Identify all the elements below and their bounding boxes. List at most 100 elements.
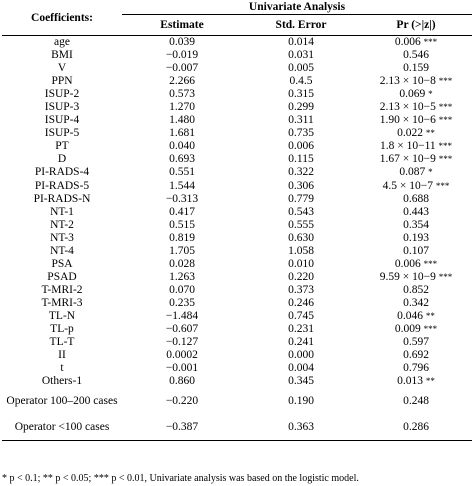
coefficient-name: Others-1 bbox=[41, 375, 83, 388]
coefficient-name: TL-T bbox=[49, 336, 75, 349]
estimate-value: −0.001 bbox=[165, 362, 199, 375]
estimate-value: 0.039 bbox=[169, 36, 195, 49]
table-row: T-MRI-2 0.070 0.373 0.852 bbox=[2, 284, 472, 297]
significance-stars: *** bbox=[438, 115, 453, 126]
univariate-analysis-table: Coefficients: Univariate Analysis Estima… bbox=[2, 0, 473, 442]
coefficient-name: ISUP-2 bbox=[44, 88, 80, 101]
p-value-cell: 0.342 bbox=[360, 297, 472, 310]
coefficient-name: Operator <100 cases bbox=[2, 414, 122, 442]
p-value: 0.354 bbox=[403, 218, 429, 231]
estimate-value: −0.127 bbox=[165, 336, 199, 349]
std-error-value: 0.311 bbox=[288, 114, 314, 127]
table-row: TL-T −0.127 0.241 0.597 bbox=[2, 336, 472, 349]
table-row: age 0.039 0.014 0.006 *** bbox=[2, 36, 472, 50]
estimate-value: −1.484 bbox=[165, 310, 199, 322]
significance-stars: ** bbox=[425, 311, 435, 321]
table-row: II 0.0002 0.000 0.692 bbox=[2, 349, 472, 362]
estimate-value: 0.040 bbox=[169, 140, 195, 153]
significance-stars: *** bbox=[438, 154, 453, 165]
p-value-cell: 2.13 × 10−8 *** bbox=[360, 75, 472, 88]
p-value-cell: 0.159 bbox=[360, 62, 472, 75]
p-value-cell: 0.013 ** bbox=[360, 375, 472, 388]
estimate-value: 0.417 bbox=[169, 205, 195, 218]
table-row: NT-3 0.819 0.630 0.193 bbox=[2, 232, 472, 245]
coefficient-name: Operator 100–200 cases bbox=[6, 394, 118, 407]
estimate-value: 0.515 bbox=[169, 218, 195, 231]
estimate-header: Estimate bbox=[122, 14, 242, 36]
p-value: 1.67 × 10−9 bbox=[379, 153, 436, 166]
table-row: t −0.001 0.004 0.796 bbox=[2, 362, 472, 375]
coefficient-name: PI-RADS-4 bbox=[34, 166, 90, 179]
p-value-cell: 0.354 bbox=[360, 219, 472, 232]
table-row: TL-p −0.607 0.231 0.009 *** bbox=[2, 323, 472, 336]
estimate-value: −0.607 bbox=[165, 323, 199, 336]
p-value-cell: 0.087 * bbox=[360, 166, 472, 179]
coefficient-name: age bbox=[54, 36, 70, 49]
estimate-value: −0.019 bbox=[165, 49, 199, 62]
p-value: 0.087 bbox=[399, 166, 426, 179]
estimate-value: 0.819 bbox=[169, 231, 195, 244]
p-value: 0.107 bbox=[403, 244, 429, 257]
table-row: NT-1 0.417 0.543 0.443 bbox=[2, 206, 472, 219]
table-row: PI-RADS-N −0.313 0.779 0.688 bbox=[2, 193, 472, 206]
coefficient-name: ISUP-4 bbox=[44, 114, 80, 127]
coefficient-name: II bbox=[58, 349, 66, 362]
std-error-value: 0.006 bbox=[288, 140, 314, 153]
std-error-value: 0.031 bbox=[288, 49, 314, 62]
std-error-value: 0.000 bbox=[288, 349, 314, 362]
p-value-cell: 0.443 bbox=[360, 206, 472, 219]
p-value: 0.069 bbox=[399, 88, 426, 101]
table-row: T-MRI-3 0.235 0.246 0.342 bbox=[2, 297, 472, 310]
estimate-value: 2.266 bbox=[169, 75, 195, 88]
estimate-value: 1.681 bbox=[169, 127, 195, 140]
p-value: 0.342 bbox=[403, 296, 429, 309]
estimate-value: −0.313 bbox=[165, 192, 199, 205]
significance-stars: ** bbox=[425, 376, 435, 387]
p-value: 0.597 bbox=[403, 336, 429, 349]
table-row: Operator 100–200 cases −0.220 0.190 0.248 bbox=[2, 388, 472, 414]
std-error-value: 0.373 bbox=[288, 283, 314, 296]
table-row: ISUP-3 1.270 0.299 2.13 × 10−5 *** bbox=[2, 101, 472, 114]
coefficients-header: Coefficients: bbox=[2, 0, 122, 36]
estimate-value: 1.270 bbox=[169, 101, 195, 114]
p-value-cell: 0.688 bbox=[360, 193, 472, 206]
std-error-value: 0.543 bbox=[288, 205, 314, 218]
coefficient-name: TL-p bbox=[50, 323, 74, 336]
p-value-cell: 0.107 bbox=[360, 245, 472, 258]
table-row: ISUP-2 0.573 0.315 0.069 * bbox=[2, 88, 472, 101]
std-error-value: 0.241 bbox=[288, 336, 314, 349]
coefficient-name: V bbox=[57, 62, 67, 75]
estimate-value: 0.693 bbox=[169, 153, 195, 166]
coefficient-name: NT-1 bbox=[50, 205, 74, 218]
std-error-value: 0.630 bbox=[288, 231, 314, 244]
significance-stars: *** bbox=[423, 324, 438, 335]
estimate-value: 1.544 bbox=[169, 179, 195, 192]
std-error-value: 0.005 bbox=[288, 62, 314, 75]
table-row: ISUP-4 1.480 0.311 1.90 × 10−6 *** bbox=[2, 114, 472, 127]
p-value: 0.852 bbox=[403, 283, 429, 296]
std-error-value: 0.315 bbox=[288, 88, 314, 101]
p-value-header: Pr (>|z|) bbox=[360, 14, 473, 36]
estimate-value: 0.235 bbox=[169, 296, 195, 309]
coefficient-name: NT-3 bbox=[50, 231, 74, 244]
coefficient-name: ISUP-3 bbox=[44, 101, 80, 114]
p-value-cell: 0.069 * bbox=[360, 88, 472, 101]
std-error-header: Std. Error bbox=[242, 14, 360, 36]
coefficient-name: PPN bbox=[51, 75, 73, 88]
estimate-value: −0.007 bbox=[165, 62, 199, 75]
univariate-analysis-header: Univariate Analysis bbox=[122, 0, 473, 15]
coefficient-name: PSAD bbox=[47, 270, 77, 283]
significance-stars: *** bbox=[423, 258, 438, 269]
p-value-cell: 0.009 *** bbox=[360, 323, 472, 336]
coefficient-name: D bbox=[57, 153, 67, 166]
std-error-value: 0.322 bbox=[288, 166, 314, 179]
table-row: PI-RADS-4 0.551 0.322 0.087 * bbox=[2, 166, 472, 179]
p-value-cell: 0.046 ** bbox=[360, 310, 472, 323]
estimate-value: 0.028 bbox=[169, 257, 195, 270]
table-row: NT-4 1.705 1.058 0.107 bbox=[2, 245, 472, 258]
table-row: Others-1 0.860 0.345 0.013 ** bbox=[2, 375, 472, 388]
p-value-cell: 0.796 bbox=[360, 362, 472, 375]
estimate-value: 0.0002 bbox=[166, 349, 198, 362]
p-value-cell: 0.193 bbox=[360, 232, 472, 245]
